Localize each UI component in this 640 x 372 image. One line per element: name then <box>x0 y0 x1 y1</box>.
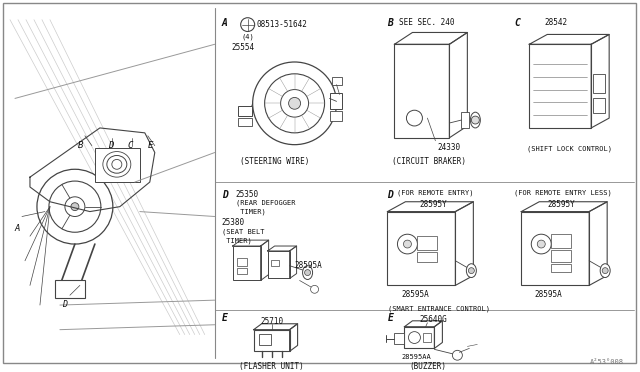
Ellipse shape <box>467 264 476 278</box>
Text: A: A <box>221 18 228 28</box>
Bar <box>233 246 260 280</box>
Ellipse shape <box>600 264 610 278</box>
Text: B: B <box>387 18 394 28</box>
Text: C: C <box>128 141 133 150</box>
Circle shape <box>403 240 412 248</box>
Text: (4): (4) <box>241 33 254 40</box>
Bar <box>237 118 252 126</box>
Text: 28542: 28542 <box>544 18 568 27</box>
Circle shape <box>241 18 255 32</box>
Text: (STEERING WIRE): (STEERING WIRE) <box>240 157 309 166</box>
Circle shape <box>531 234 551 254</box>
Text: SEE SEC. 240: SEE SEC. 240 <box>399 18 455 27</box>
Text: (CIRCUIT BRAKER): (CIRCUIT BRAKER) <box>392 157 467 166</box>
Text: D: D <box>387 190 394 200</box>
Bar <box>529 44 591 128</box>
Bar <box>332 77 342 85</box>
Bar <box>259 334 271 346</box>
Text: 25380: 25380 <box>221 218 245 227</box>
Circle shape <box>37 169 113 244</box>
Bar <box>417 252 437 262</box>
Bar <box>404 327 435 348</box>
Text: 24330: 24330 <box>437 143 461 152</box>
Bar <box>55 280 85 298</box>
Circle shape <box>602 268 608 273</box>
Bar <box>551 264 572 272</box>
Text: (SMART ENTRANCE CONTROL): (SMART ENTRANCE CONTROL) <box>388 305 490 312</box>
Circle shape <box>289 97 301 109</box>
Text: (REAR DEFOGGER: (REAR DEFOGGER <box>236 200 295 206</box>
Circle shape <box>65 197 85 217</box>
Bar <box>551 250 572 262</box>
Text: 28595A: 28595A <box>294 261 323 270</box>
Text: 28595A: 28595A <box>401 290 429 299</box>
Ellipse shape <box>470 112 481 128</box>
Text: 25554: 25554 <box>232 43 255 52</box>
Text: D: D <box>221 190 228 200</box>
Circle shape <box>264 74 324 133</box>
Circle shape <box>468 268 474 273</box>
Bar <box>593 74 605 93</box>
Ellipse shape <box>310 285 319 293</box>
Bar <box>387 212 456 285</box>
Circle shape <box>408 331 420 343</box>
Text: D: D <box>62 300 67 309</box>
Text: (BUZZER): (BUZZER) <box>409 362 446 371</box>
Circle shape <box>112 160 122 169</box>
Bar <box>330 93 342 109</box>
Text: 25640G: 25640G <box>419 315 447 324</box>
Text: (FOR REMOTE ENTRY): (FOR REMOTE ENTRY) <box>397 190 474 196</box>
Bar <box>271 260 278 266</box>
Circle shape <box>397 234 417 254</box>
Circle shape <box>305 270 310 276</box>
Text: E: E <box>221 313 228 323</box>
Circle shape <box>280 90 308 117</box>
Text: E: E <box>148 141 153 150</box>
Bar <box>394 44 449 138</box>
Text: C: C <box>515 18 520 28</box>
Text: (SHIFT LOCK CONTROL): (SHIFT LOCK CONTROL) <box>527 146 612 152</box>
Ellipse shape <box>107 155 127 173</box>
Bar <box>593 99 605 113</box>
Text: 28595Y: 28595Y <box>419 200 447 209</box>
Bar <box>417 236 437 250</box>
Text: A: A <box>14 224 19 233</box>
Text: (SEAT BELT: (SEAT BELT <box>221 228 264 235</box>
Ellipse shape <box>303 266 312 279</box>
Circle shape <box>253 62 337 145</box>
Circle shape <box>471 116 479 124</box>
Bar <box>237 258 246 266</box>
Circle shape <box>49 181 101 232</box>
Text: 28595Y: 28595Y <box>547 200 575 209</box>
Text: 28595AA: 28595AA <box>401 354 431 360</box>
Text: A²53°008: A²53°008 <box>590 359 624 365</box>
Bar <box>268 251 290 279</box>
Text: E: E <box>387 313 394 323</box>
Text: TIMER): TIMER) <box>221 237 252 244</box>
Text: 28595A: 28595A <box>534 290 562 299</box>
Circle shape <box>452 350 462 360</box>
Text: (FLASHER UNIT): (FLASHER UNIT) <box>239 362 304 371</box>
Bar <box>394 333 404 344</box>
Circle shape <box>537 240 545 248</box>
Bar <box>424 333 431 343</box>
Bar <box>237 268 246 273</box>
Text: 25710: 25710 <box>260 317 283 326</box>
Circle shape <box>406 110 422 126</box>
Bar <box>253 330 290 351</box>
Text: TIMER): TIMER) <box>236 209 266 215</box>
Bar <box>330 111 342 121</box>
Bar <box>95 148 140 182</box>
Text: 25350: 25350 <box>236 190 259 199</box>
Text: D: D <box>108 141 113 150</box>
Text: 08513-51642: 08513-51642 <box>257 20 308 29</box>
Bar <box>237 106 252 116</box>
Bar <box>461 112 469 128</box>
Circle shape <box>71 203 79 211</box>
Bar <box>522 212 589 285</box>
Text: B: B <box>78 141 83 150</box>
Bar <box>551 234 572 248</box>
Text: (FOR REMOTE ENTRY LESS): (FOR REMOTE ENTRY LESS) <box>515 190 612 196</box>
